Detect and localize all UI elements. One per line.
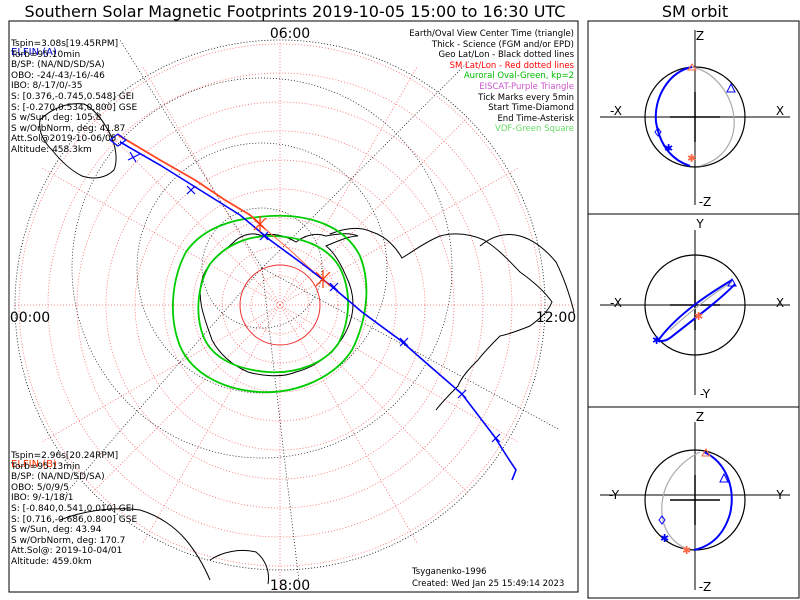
orbit-panel-xy: ✱ ✱ Y -Y -X X: [600, 217, 790, 401]
elfin-a-parameters: Tspin=3.08s[19.45RPM] Torb=95.10min B/SP: …: [11, 39, 137, 156]
model-credit: Tsyganenko-1996: [411, 567, 487, 577]
elfin-b-param-line: S w/Sun, deg: 43.94: [11, 525, 102, 536]
elfin-b-param-line: Altitude: 459.0km: [11, 556, 92, 567]
panel3-bottom-label: -Z: [699, 580, 712, 594]
created-timestamp: Created: Wed Jan 25 15:49:14 2023: [412, 579, 564, 589]
panel3-right-label: Y: [775, 488, 784, 502]
elfin-a-param-line: S w/Sun, deg: 105.8: [11, 113, 102, 124]
elfin-b-name: ELFIN (B): [11, 459, 57, 471]
time-label-top: 06:00: [270, 26, 310, 42]
panel1-bottom-label: -Z: [699, 195, 712, 209]
elfin-b-parameters: Tspin=2.96s[20.24RPM] Torb=95.13min B/SP: …: [11, 451, 137, 568]
legend-entry: Auroral Oval-Green, kp=2: [463, 71, 574, 82]
elfin-b-asterisks: [253, 216, 331, 288]
legend-entry: Geo Lat/Lon - Black dotted lines: [438, 50, 574, 61]
elfin-a-name: ELFIN (A): [11, 47, 57, 59]
australia-coastline: [39, 103, 117, 179]
elfin-a-track: [119, 141, 517, 481]
svg-text:✱: ✱: [660, 532, 669, 545]
auroral-oval-inner: [197, 235, 349, 374]
elfin-b-param-line: S: [0.716,-0.686,0.800] GSE: [11, 514, 138, 525]
panel1-right-label: X: [776, 104, 784, 118]
africa-coastline: [479, 233, 575, 313]
legend-entry: Earth/Oval View Center Time (triangle): [409, 29, 574, 39]
geo-latlon-lines: [59, 39, 561, 591]
legend-entry: VDF-Green Square: [495, 124, 574, 135]
elfin-b-param-line: OBO: 5/0/9/5: [11, 482, 69, 493]
new-zealand-coastline: [59, 508, 211, 581]
panel1-top-label: Z: [696, 29, 704, 43]
elfin-a-param-line: S: [0.376,-0.745,0.548] GEI: [11, 91, 135, 102]
time-label-left: 00:00: [10, 310, 50, 326]
panel2-left-label: -X: [610, 296, 622, 310]
svg-text:✱: ✱: [682, 544, 691, 557]
panel2-right-label: X: [776, 296, 784, 310]
time-label-right: 12:00: [536, 310, 576, 326]
elfin-a-param-line: B/SP: (NA/ND/SD/SA): [11, 60, 105, 71]
elfin-b-info: ELFIN (B): [11, 439, 57, 481]
elfin-b-param-line: Att.Sol@: 2019-10-04/01: [11, 546, 123, 557]
elfin-a-param-line: Altitude: 458.3km: [11, 144, 92, 155]
elfin-a-start-marker: [109, 133, 127, 147]
elfin-a-param-line: IBO: 8/-17/0/-35: [11, 81, 83, 92]
elfin-a-param-line: OBO: -24/-43/-16/-46: [11, 70, 105, 81]
page-title: Southern Solar Magnetic Footprints 2019-…: [24, 2, 566, 21]
panel3-left-label: -Y: [609, 488, 620, 502]
svg-text:✱: ✱: [664, 142, 673, 155]
elfin-a-param-line: S: [-0.270,0.534,0.800] GSE: [11, 102, 138, 113]
legend-entry: Tick Marks every 5min: [478, 92, 574, 103]
map-frame: [8, 20, 579, 593]
elfin-a-ticks: [127, 151, 501, 443]
panel3-top-label: Z: [696, 410, 704, 424]
elfin-b-param-line: B/SP: (NA/ND/SD/SA): [11, 472, 105, 483]
elfin-b-param-line: S: [-0.840,0.541,0.010] GEI: [11, 503, 135, 514]
orbit-panel-yz: ✱ ✱ Z -Z -Y Y: [600, 410, 790, 594]
sm-pole-circle: [239, 264, 321, 346]
map-legend: Earth/Oval View Center Time (triangle) Th…: [409, 29, 574, 135]
orbit-panel-xz: ✱ ✱ Z -Z -X X: [600, 29, 790, 209]
south-america-coastline: [329, 227, 553, 411]
legend-entry: End Time-Asterisk: [497, 113, 574, 124]
panel2-bottom-label: -Y: [700, 387, 711, 401]
legend-entry: Start Time-Diamond: [488, 103, 574, 114]
panel2-top-label: Y: [695, 217, 704, 231]
elfin-a-param-line: Torb=95.10min: [11, 49, 81, 60]
elfin-a-param-line: S w/OrbNorm, deg: 41.87: [11, 123, 126, 134]
svg-text:✱: ✱: [652, 334, 661, 347]
auroral-oval-outer: [172, 214, 368, 394]
elfin-a-param-line: Tspin=3.08s[19.45RPM]: [11, 39, 119, 49]
orbit-frame: [587, 20, 800, 599]
time-label-bottom: 18:00: [270, 578, 310, 594]
elfin-b-track: [117, 134, 265, 229]
elfin-b-param-line: S w/OrbNorm, deg: 170.7: [11, 535, 126, 546]
orbit-panel-title: SM orbit: [661, 2, 729, 21]
elfin-b-param-line: IBO: 9/-1/18/1: [11, 493, 74, 504]
legend-entry: Thick - Science (FGM and/or EPD): [431, 39, 574, 50]
svg-text:✱: ✱: [687, 152, 696, 165]
elfin-b-param-line: Torb=95.13min: [11, 461, 81, 472]
elfin-a-param-line: Att.Sol@2019-10-06/05: [11, 134, 117, 145]
island-coastline: [209, 549, 269, 585]
legend-entry: SM Lat/Lon - Red dotted lines: [449, 60, 574, 71]
elfin-b-param-line: Tspin=2.96s[20.24RPM]: [11, 451, 119, 461]
elfin-a-info: ELFIN (A): [11, 27, 57, 69]
legend-entry: EISCAT-Purple Triangle: [479, 81, 574, 92]
svg-text:✱: ✱: [694, 310, 703, 323]
panel1-left-label: -X: [610, 104, 622, 118]
